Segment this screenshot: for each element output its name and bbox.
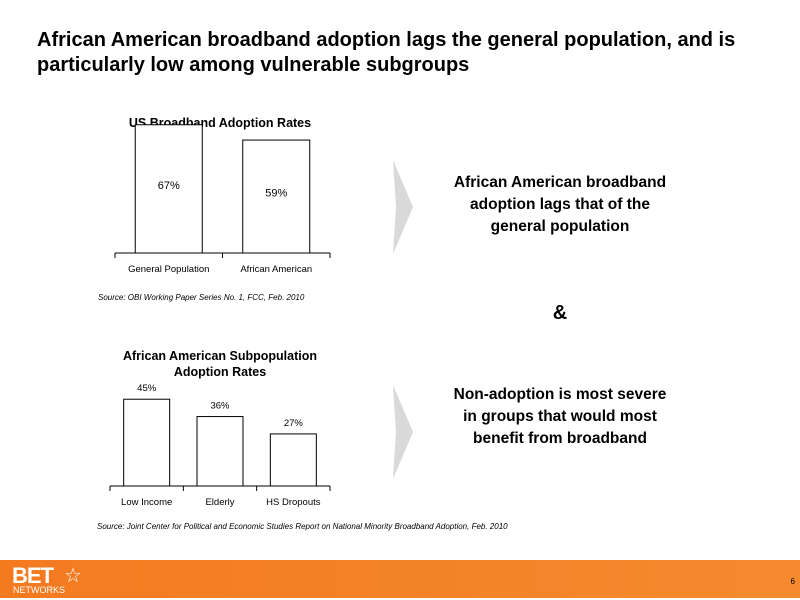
bar [242,139,311,254]
bet-networks-logo: BET ☆ NETWORKS [12,565,84,597]
category-label: African American [240,264,312,275]
footer-bar [0,560,800,598]
slide-title: African American broadband adoption lags… [37,29,736,76]
ampersand: & [552,302,568,324]
category-label: Low Income [121,497,172,508]
logo-text: BET [12,563,54,588]
callout-general-lag: African American broadband adoption lags… [453,174,667,235]
callout-vulnerable-groups: Non-adoption is most severe in groups th… [453,386,667,447]
category-label: Elderly [205,497,234,508]
category-label: HS Dropouts [266,497,321,508]
category-label: General Population [128,264,209,275]
data-label: 67% [158,180,180,192]
arrow-right-icon [393,160,413,254]
chart1-source: Source: OBI Working Paper Series No. 1, … [98,293,305,302]
bar [123,398,171,487]
data-label: 45% [137,383,157,394]
data-label: 27% [284,418,304,429]
chart2-source: Source: Joint Center for Political and E… [97,522,508,531]
bar [269,433,317,487]
chart2-title: African American Subpopulation Adoption … [122,349,317,379]
star-icon: ☆ [64,565,82,587]
page-number: 6 [790,577,795,586]
logo-subtext: NETWORKS [13,585,66,595]
bar [134,124,203,254]
data-label: 59% [265,188,287,200]
bar [196,416,244,487]
arrow-right-icon [393,385,413,479]
data-label: 36% [210,401,230,412]
